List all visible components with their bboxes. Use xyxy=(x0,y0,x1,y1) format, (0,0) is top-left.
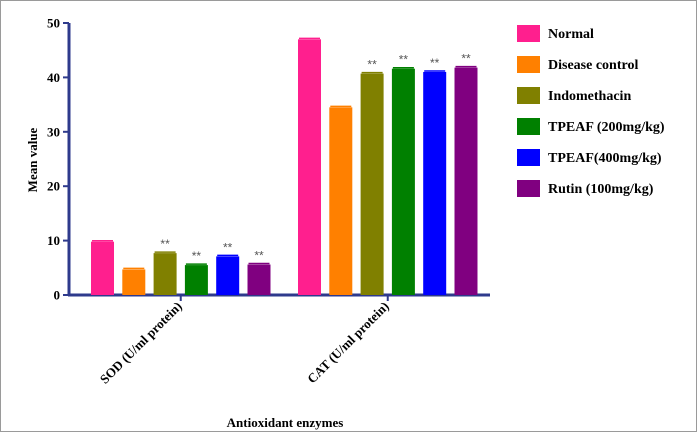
y-tick-label: 10 xyxy=(47,233,60,248)
legend-label: TPEAF (200mg/kg) xyxy=(548,120,665,135)
bar xyxy=(91,241,114,295)
bar xyxy=(216,256,240,295)
legend-label: Rutin (100mg/kg) xyxy=(548,182,654,197)
y-tick-label: 0 xyxy=(54,288,61,303)
y-axis-title: Mean value xyxy=(25,127,40,192)
bar xyxy=(247,264,271,295)
significance-label: ** xyxy=(399,53,409,67)
bars-layer xyxy=(91,37,478,296)
bar xyxy=(184,265,208,295)
significance-label: ** xyxy=(461,52,471,66)
y-tick-label: 50 xyxy=(47,16,60,31)
bar xyxy=(391,68,415,295)
significance-label: ** xyxy=(367,58,377,72)
y-tick-label: 20 xyxy=(47,179,60,194)
significance-label: ** xyxy=(223,240,233,254)
x-category-label: SOD (U/ml protein) xyxy=(97,299,185,387)
significance-label: ** xyxy=(192,249,202,263)
legend-swatch xyxy=(517,149,540,166)
significance-label: ** xyxy=(430,56,440,70)
significance-label: ** xyxy=(254,249,264,263)
legend-label: Indomethacin xyxy=(548,89,631,104)
bar xyxy=(298,39,321,295)
bar xyxy=(153,253,177,295)
legend-swatch xyxy=(517,25,540,42)
y-tick-label: 30 xyxy=(47,124,60,139)
y-tick-label: 40 xyxy=(47,70,60,85)
x-category-label: CAT (U/ml protein) xyxy=(304,299,392,387)
legend-swatch xyxy=(517,87,540,104)
bar xyxy=(360,73,384,295)
bar xyxy=(122,269,146,295)
bar xyxy=(423,71,447,296)
legend: Normal Disease control Indomethacin TPEAF (… xyxy=(517,25,665,197)
legend-swatch xyxy=(517,118,540,135)
significance-label: ** xyxy=(160,237,170,251)
legend-label: TPEAF(400mg/kg) xyxy=(548,151,662,166)
bar xyxy=(329,107,353,295)
legend-label: Disease control xyxy=(548,58,638,73)
legend-label: Normal xyxy=(548,27,594,42)
x-axis-title: Antioxidant enzymes xyxy=(227,415,344,430)
legend-swatch xyxy=(517,56,540,73)
bar xyxy=(454,67,478,295)
legend-swatch xyxy=(517,180,540,197)
